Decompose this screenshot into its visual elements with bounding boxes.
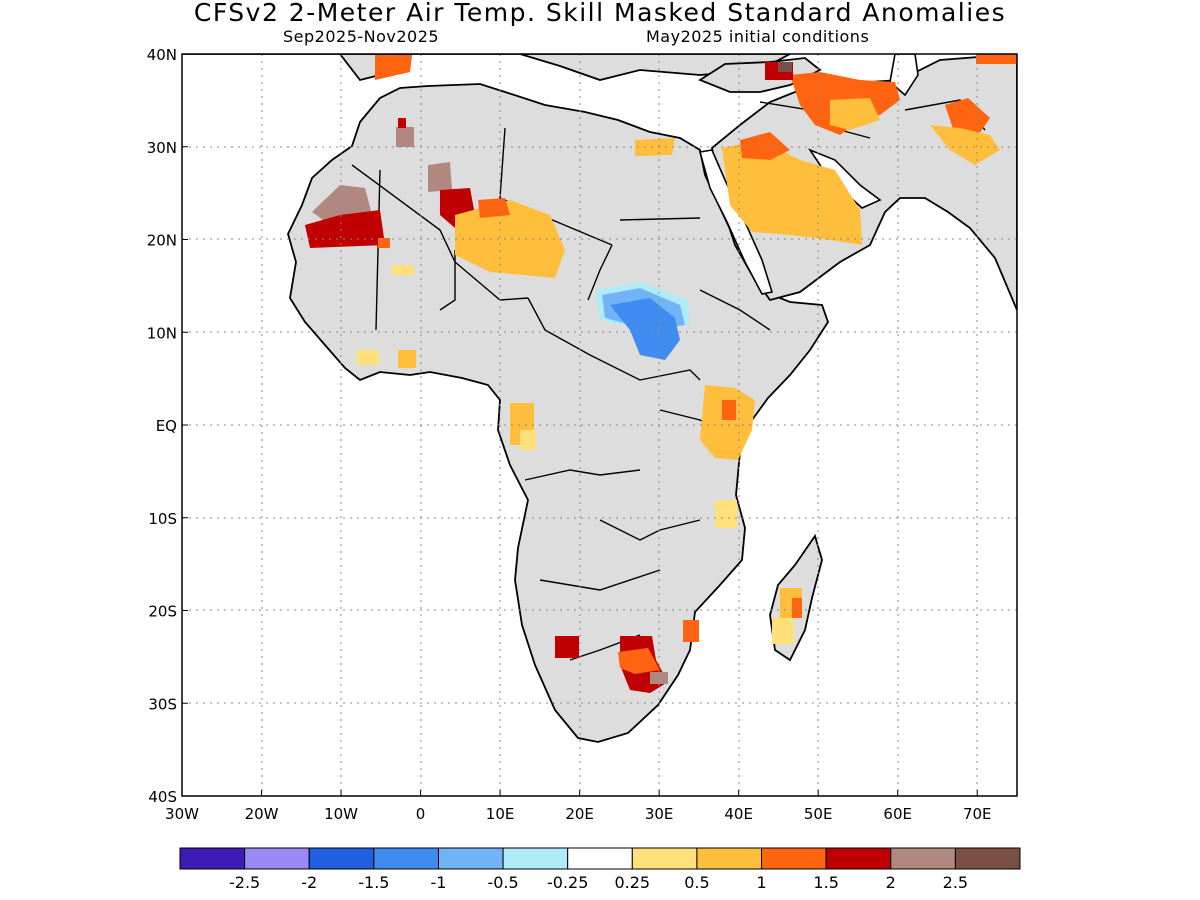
anomaly-patches (305, 54, 1017, 693)
anomaly-patch (392, 265, 414, 275)
colorbar-swatch (308, 847, 375, 870)
colorbar-swatch (437, 847, 504, 870)
anomaly-patch (428, 162, 452, 192)
chart-subtitle-period: Sep2025-Nov2025 (283, 27, 440, 46)
anomaly-patch (618, 648, 660, 674)
x-tick-label: 30E (645, 805, 674, 823)
anomaly-patch (772, 618, 794, 644)
x-tick-label: 30W (165, 805, 199, 823)
colorbar-label: 1.5 (813, 873, 838, 892)
x-tick-label: 20W (245, 805, 279, 823)
anomaly-patch (700, 385, 755, 460)
anomaly-patch (378, 238, 390, 248)
map-content (182, 54, 1017, 796)
x-tick-label: 20E (565, 805, 594, 823)
anomaly-patch (683, 620, 699, 642)
colorbar-swatch (890, 847, 956, 870)
colorbar-label: 0.25 (614, 873, 650, 892)
colorbar-label: -0.5 (487, 873, 518, 892)
y-tick-label: 10S (148, 510, 177, 528)
anomaly-patch (555, 636, 579, 658)
x-tick-label: 10E (486, 805, 515, 823)
anomaly-patch (930, 125, 1000, 165)
anomaly-patch (722, 140, 862, 245)
colorbar-label: -0.25 (547, 873, 588, 892)
red-sea (698, 149, 774, 295)
colorbar-swatch (761, 847, 827, 870)
colorbar-label: 0.5 (684, 873, 709, 892)
x-tick-label: 0 (416, 805, 426, 823)
colorbar-swatch (502, 847, 569, 870)
anomaly-patch (396, 127, 414, 147)
x-tick-label: 40E (724, 805, 753, 823)
colorbar-swatch (696, 847, 763, 870)
chart-subtitle-initial-conditions: May2025 initial conditions (646, 27, 870, 46)
colorbar-label: -2 (301, 873, 317, 892)
colorbar-label: -2.5 (229, 873, 260, 892)
x-tick-label: 10W (324, 805, 358, 823)
colorbar-label: -1.5 (358, 873, 389, 892)
y-tick-label: 10N (147, 324, 177, 342)
anomaly-patch (792, 598, 802, 618)
anomaly-patch (478, 198, 510, 218)
y-tick-label: 30N (147, 139, 177, 157)
colorbar-swatch (179, 847, 246, 870)
anomaly-patch (357, 350, 379, 365)
anomaly-patch (778, 62, 792, 72)
y-tick-label: 30S (148, 695, 177, 713)
colorbar-label: -1 (430, 873, 446, 892)
y-tick-label: 20N (147, 232, 177, 250)
x-tick-label: 50E (804, 805, 833, 823)
anomaly-patch (455, 200, 565, 278)
anomaly-patch (610, 298, 680, 360)
anomaly-patch (740, 132, 790, 160)
anomaly-patch (715, 500, 737, 528)
colorbar-swatch (567, 847, 633, 870)
colorbar-swatch (373, 847, 439, 870)
anomaly-patch (635, 138, 675, 156)
africa-landmass (287, 83, 829, 743)
anomaly-patch (375, 55, 412, 80)
x-tick-label: 70E (963, 805, 992, 823)
anomaly-patch (398, 118, 406, 128)
anomaly-patch (830, 98, 880, 130)
y-tick-label: 20S (148, 603, 177, 621)
colorbar-swatch (825, 847, 892, 870)
y-tick-label: 40N (147, 46, 177, 64)
colorbar-swatch (631, 847, 698, 870)
colorbar-swatch (954, 847, 1021, 870)
colorbar-label: 2.5 (943, 873, 968, 892)
anomaly-patch (398, 350, 416, 368)
colorbar: -2.5 -2 -1.5 -1 -0.5 -0.25 0.25 0.5 1 1.5 2 2.5 (179, 847, 1021, 892)
colorbar-label: 1 (756, 873, 766, 892)
colorbar-swatch (244, 847, 310, 870)
colorbar-label: 2 (886, 873, 896, 892)
x-axis-ticks: 30W 20W 10W 0 10E 20E 30E 40E 50E 60E 70E (165, 790, 992, 823)
y-axis-ticks: 40S 30S 20S 10S EQ 10N 20N 30N 40N (147, 46, 188, 806)
anomaly-patch (976, 54, 1017, 64)
chart-title: CFSv2 2-Meter Air Temp. Skill Masked Sta… (193, 0, 1007, 27)
x-tick-label: 60E (883, 805, 912, 823)
map-grid (182, 54, 1017, 796)
anomaly-patch (722, 400, 736, 420)
y-tick-label: 40S (148, 788, 177, 806)
caspian-sea (889, 54, 919, 97)
anomaly-patch (520, 430, 536, 450)
y-tick-label: EQ (156, 417, 177, 435)
